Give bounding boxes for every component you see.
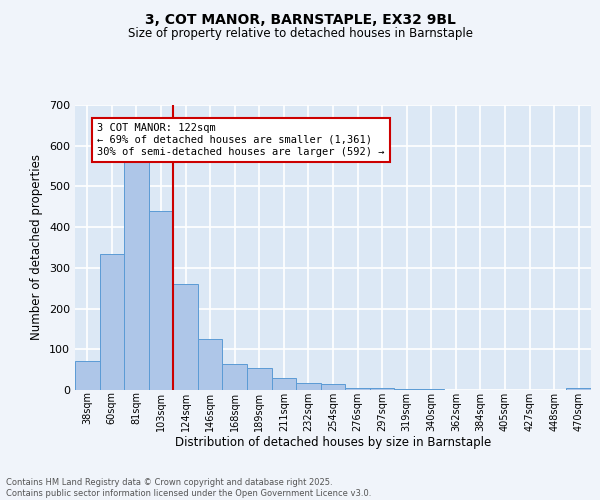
Text: 3, COT MANOR, BARNSTAPLE, EX32 9BL: 3, COT MANOR, BARNSTAPLE, EX32 9BL	[145, 12, 455, 26]
Text: 3 COT MANOR: 122sqm
← 69% of detached houses are smaller (1,361)
30% of semi-det: 3 COT MANOR: 122sqm ← 69% of detached ho…	[97, 124, 385, 156]
Text: Size of property relative to detached houses in Barnstaple: Size of property relative to detached ho…	[128, 28, 473, 40]
Bar	[149, 211, 173, 390]
Bar	[173, 284, 198, 390]
Bar	[566, 388, 591, 390]
Y-axis label: Number of detached properties: Number of detached properties	[31, 154, 43, 340]
Bar	[124, 158, 149, 390]
Bar	[198, 339, 223, 390]
Bar	[370, 388, 394, 390]
Bar	[394, 389, 419, 390]
Bar	[296, 383, 321, 390]
Text: Contains HM Land Registry data © Crown copyright and database right 2025.
Contai: Contains HM Land Registry data © Crown c…	[6, 478, 371, 498]
Bar	[345, 388, 370, 390]
Bar	[75, 360, 100, 390]
Bar	[272, 378, 296, 390]
Bar	[223, 364, 247, 390]
Bar	[100, 254, 124, 390]
Bar	[321, 384, 345, 390]
X-axis label: Distribution of detached houses by size in Barnstaple: Distribution of detached houses by size …	[175, 436, 491, 450]
Bar	[419, 389, 443, 390]
Bar	[247, 368, 272, 390]
